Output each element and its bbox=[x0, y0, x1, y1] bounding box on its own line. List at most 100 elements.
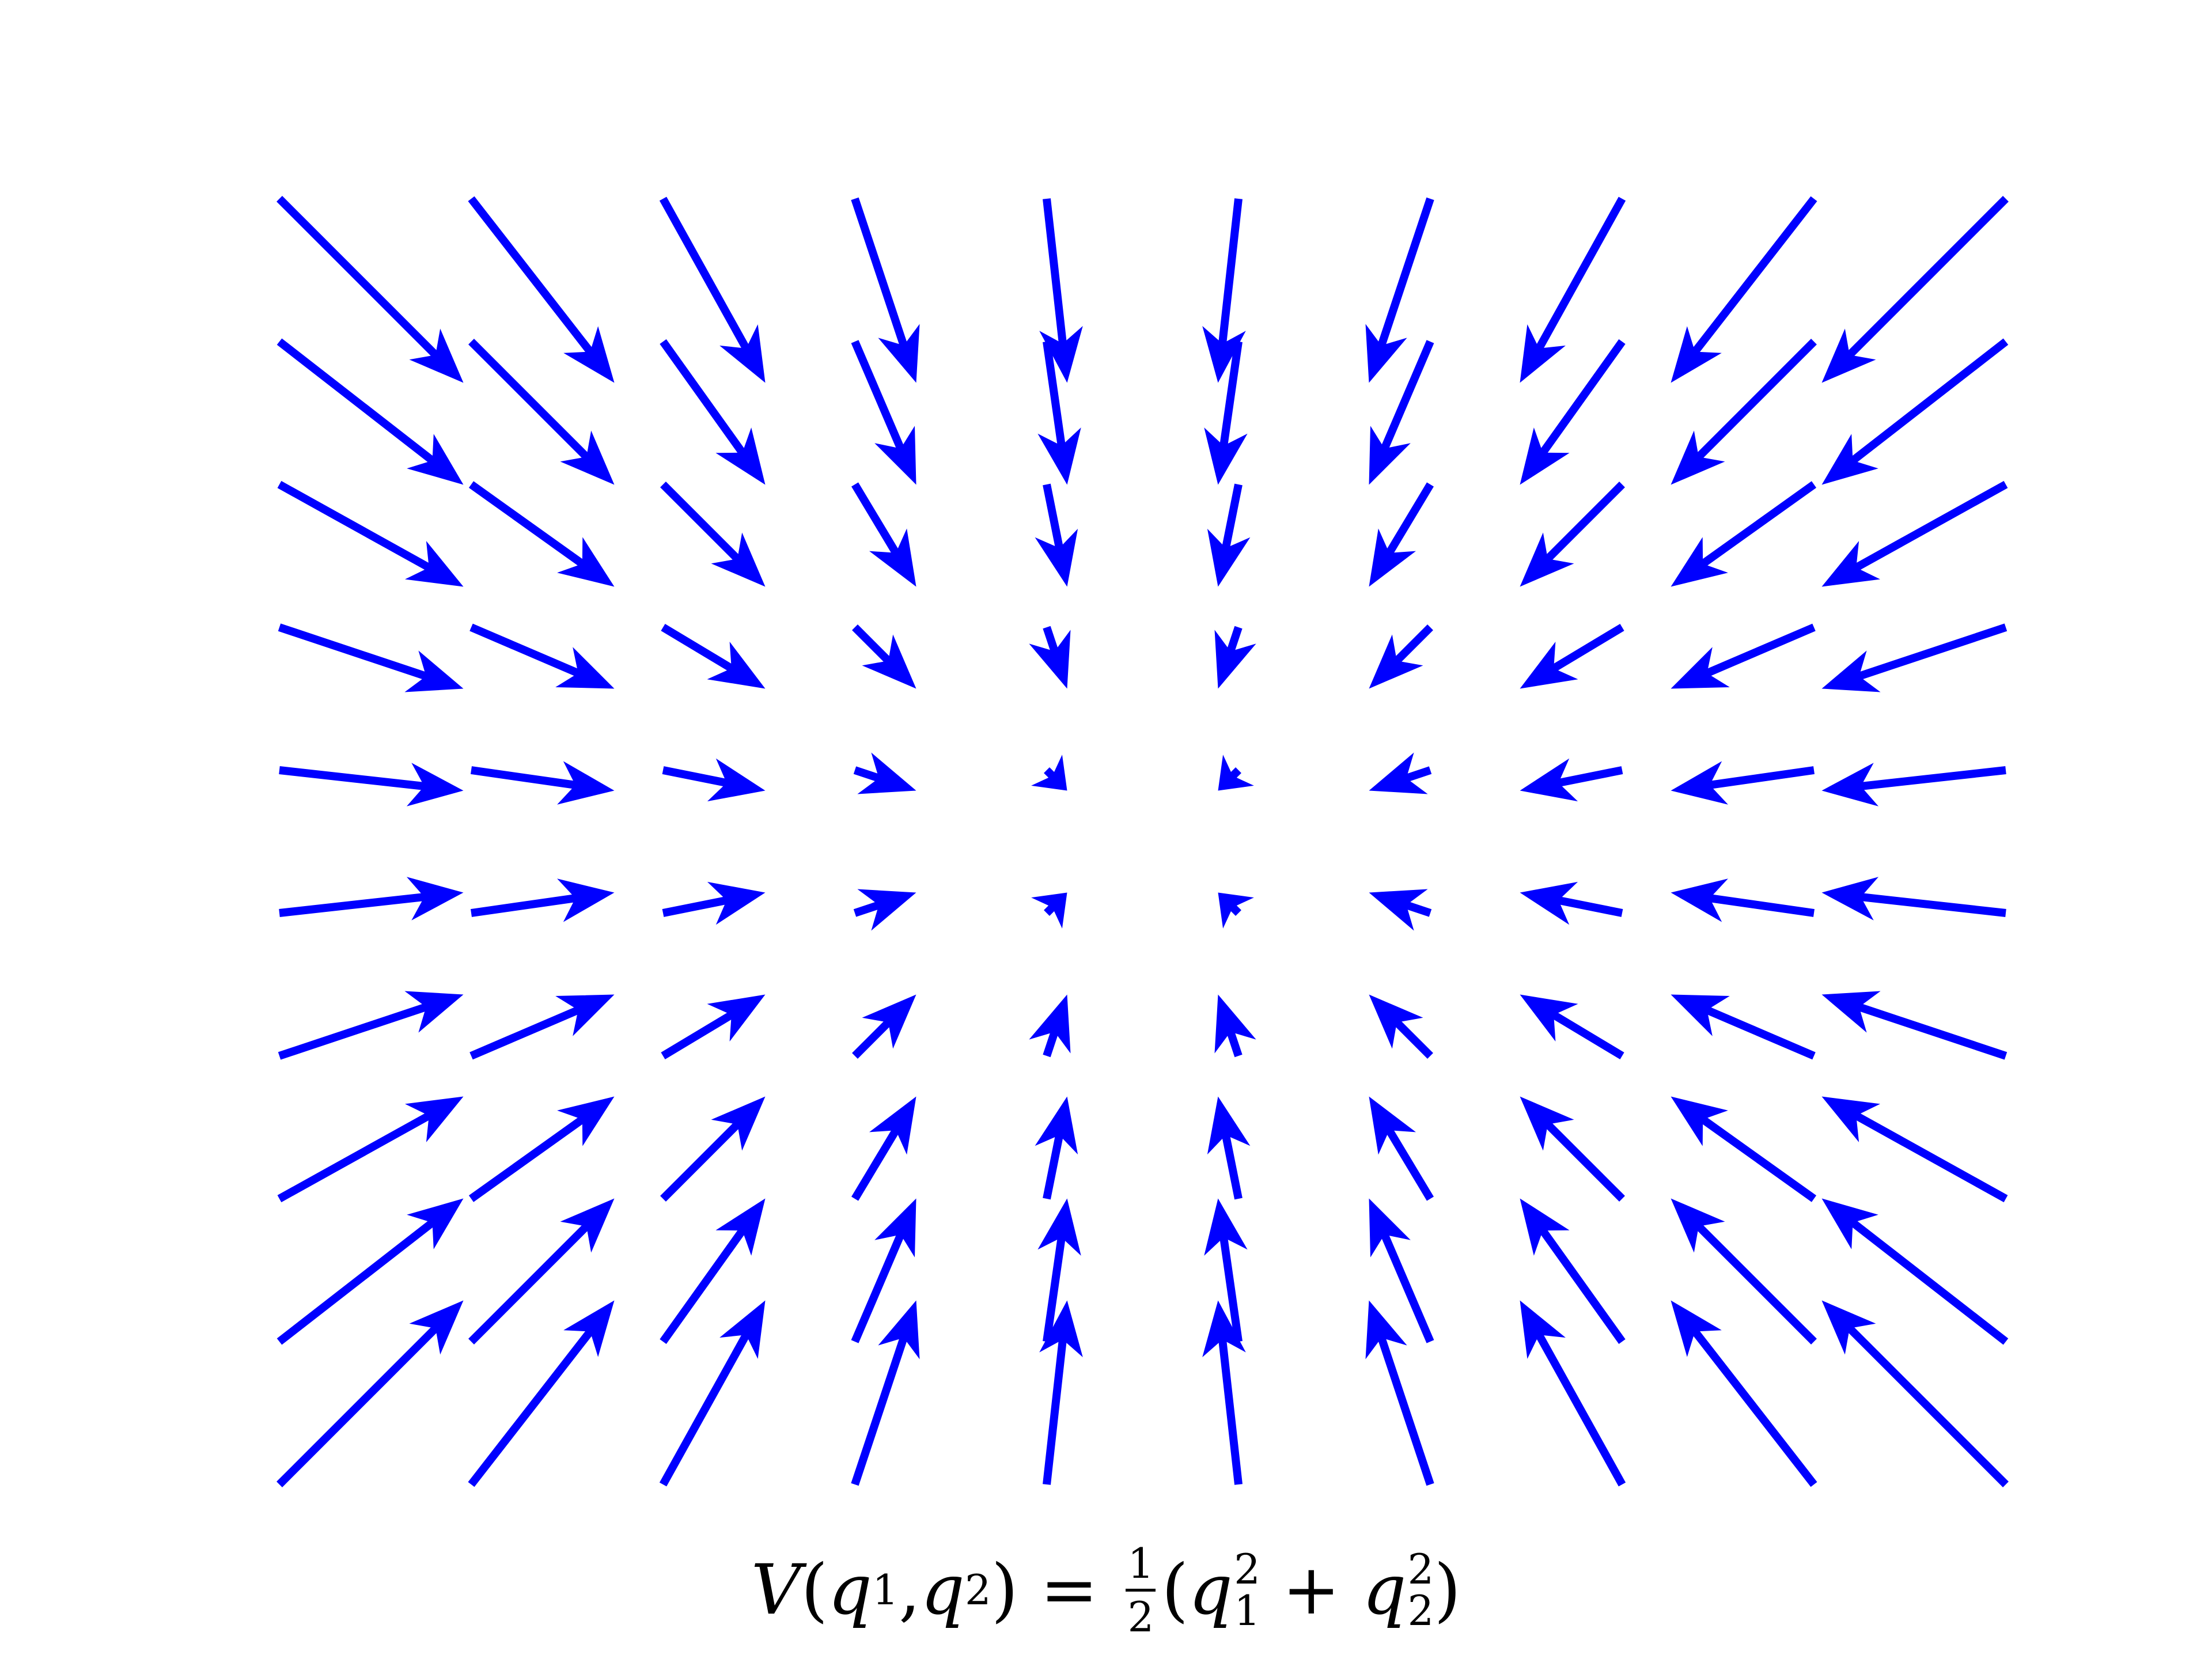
arrow-head bbox=[1214, 630, 1256, 689]
arrow-shaft bbox=[471, 893, 583, 917]
arrow-shaft bbox=[1854, 892, 2006, 917]
arrow-shaft bbox=[1702, 766, 1815, 790]
quiver-arrow bbox=[277, 1096, 464, 1203]
arrow-head bbox=[1671, 430, 1725, 485]
arrow-shaft bbox=[1220, 483, 1243, 555]
quiver-arrow bbox=[661, 623, 766, 689]
quiver-arrow bbox=[1369, 1198, 1434, 1343]
arrow-head bbox=[405, 541, 464, 587]
arrow-shaft bbox=[660, 1116, 745, 1202]
arrow-head bbox=[857, 752, 916, 794]
quiver-arrow bbox=[1029, 994, 1071, 1058]
arrow-head bbox=[407, 1198, 464, 1249]
arrow-shaft bbox=[468, 1324, 598, 1487]
arrow-head bbox=[1207, 1096, 1251, 1155]
arrow-shaft bbox=[1848, 1109, 2008, 1203]
quiver-arrow bbox=[1821, 991, 2008, 1060]
arrow-head bbox=[1204, 1198, 1248, 1256]
arrow-head bbox=[1204, 427, 1248, 485]
arrow-shaft bbox=[1695, 1112, 1817, 1202]
arrow-head bbox=[1039, 325, 1083, 383]
quiver-arrow bbox=[1821, 763, 2006, 806]
arrow-shaft bbox=[469, 623, 586, 680]
arrow-shaft bbox=[1382, 1122, 1434, 1201]
arrow-head bbox=[1365, 324, 1407, 383]
arrow-shaft bbox=[1220, 1128, 1243, 1200]
arrow-head bbox=[1671, 761, 1728, 805]
arrow-head bbox=[715, 427, 766, 485]
arrow-head bbox=[707, 994, 766, 1041]
arrow-head bbox=[1202, 325, 1246, 383]
arrow-head bbox=[1369, 1198, 1411, 1257]
arrow-head bbox=[404, 650, 464, 692]
arrow-head bbox=[555, 647, 615, 689]
quiver-arrow bbox=[1039, 198, 1083, 383]
arrow-head bbox=[1520, 881, 1578, 925]
arrow-shaft bbox=[1546, 623, 1624, 676]
quiver-arrow bbox=[1369, 752, 1432, 794]
arrow-shaft bbox=[662, 895, 734, 917]
arrow-shaft bbox=[1043, 1128, 1065, 1200]
arrow-shaft bbox=[1845, 338, 2009, 468]
quiver-arrow bbox=[851, 482, 916, 587]
quiver-arrow bbox=[1671, 1198, 1817, 1344]
quiver-arrow bbox=[1671, 339, 1817, 485]
arrow-shaft bbox=[851, 1122, 903, 1201]
quiver-arrow bbox=[1520, 339, 1626, 485]
quiver-arrow bbox=[1214, 994, 1256, 1058]
arrow-head bbox=[1821, 650, 1881, 692]
quiver-arrow bbox=[662, 758, 766, 802]
quiver-arrow bbox=[1671, 196, 1817, 383]
quiver-arrow bbox=[1218, 892, 1254, 929]
arrow-shaft bbox=[1848, 480, 2008, 574]
plus-sign: + bbox=[1260, 1550, 1362, 1630]
arrow-head bbox=[707, 881, 766, 925]
arrow-head bbox=[1369, 426, 1411, 485]
arrow-head bbox=[1031, 755, 1067, 791]
arrow-head bbox=[711, 1096, 766, 1151]
arrow-head bbox=[407, 434, 464, 485]
arrow-head bbox=[1029, 994, 1071, 1054]
arrow-shaft bbox=[468, 481, 590, 571]
arrow-head bbox=[869, 1096, 916, 1155]
arrow-shaft bbox=[1218, 341, 1243, 453]
arrow-head bbox=[1671, 878, 1728, 922]
arrow-head bbox=[1037, 1198, 1081, 1256]
quiver-arrow bbox=[1214, 626, 1256, 689]
quiver-arrow bbox=[1204, 1198, 1248, 1342]
quiver-arrow bbox=[661, 994, 766, 1060]
arrow-head bbox=[1821, 328, 1876, 383]
arrow-head bbox=[1821, 1198, 1878, 1249]
arrow-head bbox=[1214, 994, 1256, 1054]
arrow-shaft bbox=[659, 1327, 753, 1487]
term1-sub: 1 bbox=[1234, 1586, 1260, 1635]
arrow-head bbox=[862, 634, 916, 689]
arrow-shaft bbox=[1540, 1116, 1625, 1202]
paren-close: ) bbox=[991, 1550, 1018, 1630]
arrow-shaft bbox=[471, 766, 583, 790]
potential-equation: V(q 1, q 2) = 1 2(q 2 1 + q 2 2) bbox=[0, 1532, 2212, 1647]
arrow-shaft bbox=[1389, 1014, 1433, 1059]
quiver-arrow bbox=[1369, 994, 1433, 1059]
arrow-head bbox=[1821, 541, 1880, 587]
arrow-shaft bbox=[660, 1222, 750, 1344]
quiver-arrow bbox=[469, 994, 615, 1060]
quiver-arrow bbox=[276, 1198, 464, 1345]
var-q2: q bbox=[921, 1550, 965, 1630]
quiver-arrow bbox=[1520, 623, 1624, 689]
quiver-arrow bbox=[1369, 482, 1434, 587]
term2-sup: 2 bbox=[1407, 1545, 1434, 1593]
quiver-arrow bbox=[1031, 755, 1067, 791]
arrow-shaft bbox=[1378, 1227, 1434, 1343]
arrow-shaft bbox=[1375, 197, 1434, 353]
arrow-shaft bbox=[1535, 339, 1626, 461]
paren-close-2: ) bbox=[1434, 1550, 1461, 1630]
arrow-head bbox=[409, 1300, 464, 1355]
arrow-head bbox=[1671, 994, 1730, 1036]
arrow-head bbox=[857, 889, 916, 931]
function-symbol: V bbox=[751, 1550, 801, 1630]
arrow-shaft bbox=[1551, 766, 1623, 789]
arrow-head bbox=[1369, 634, 1423, 689]
arrow-shaft bbox=[851, 482, 903, 561]
